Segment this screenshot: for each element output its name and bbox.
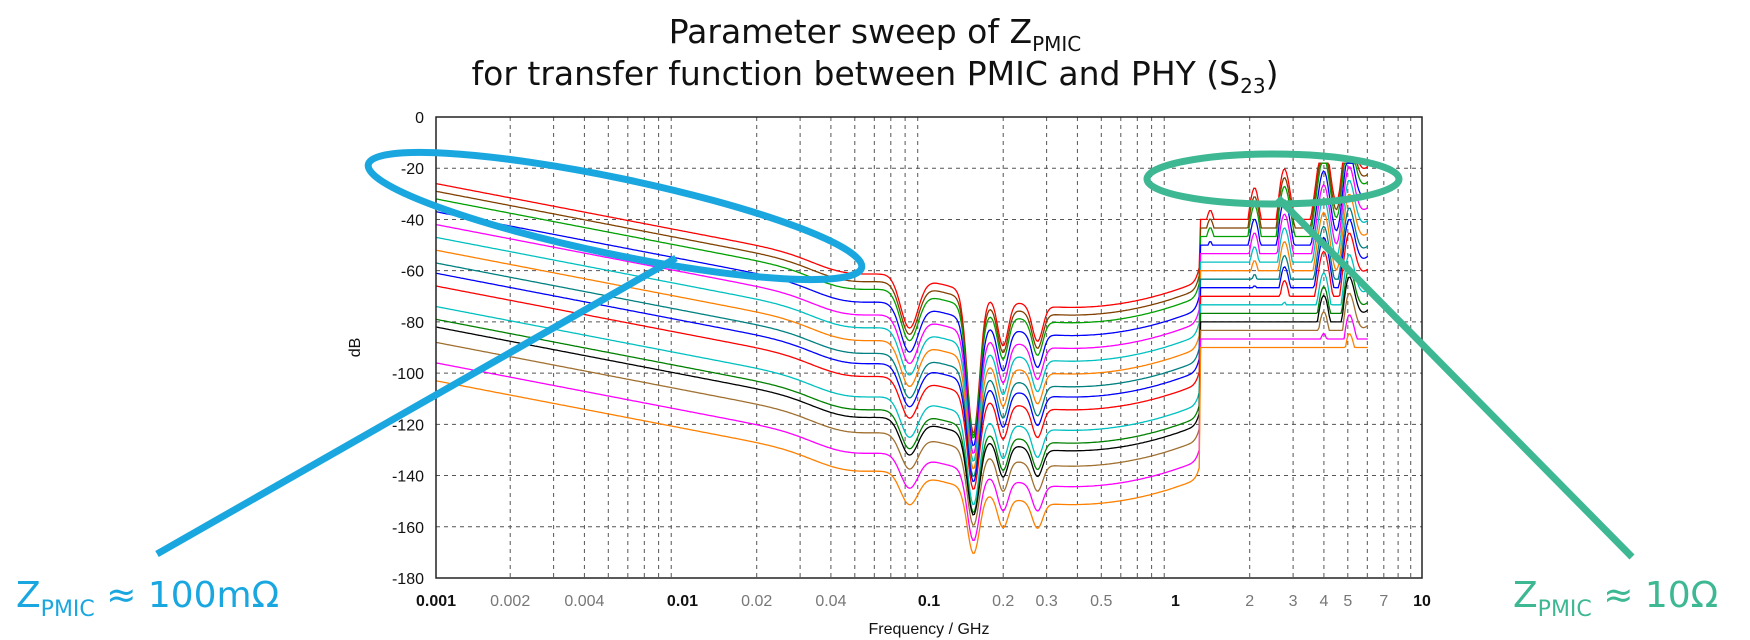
- x-tick-label-minor: 7: [1379, 593, 1388, 610]
- x-tick-label-minor: 0.02: [741, 593, 772, 610]
- series-line: [435, 267, 1369, 513]
- callout-ellipse-high: [1143, 150, 1403, 208]
- x-tick-label-minor: 3: [1289, 593, 1298, 610]
- series-line: [435, 232, 1369, 490]
- x-tick-label-minor: 4: [1319, 593, 1328, 610]
- callout-group: [155, 148, 1635, 560]
- series-line: [435, 333, 1368, 555]
- x-axis-label: Frequency / GHz: [869, 621, 990, 638]
- series-line: [435, 254, 1369, 506]
- annotation-low-impedance: ZPMIC ≈ 100mΩ: [16, 575, 280, 622]
- grid: [436, 117, 1422, 578]
- series-line: [435, 207, 1369, 478]
- y-tick-label: -160: [392, 520, 424, 537]
- tick-labels: 0 -20 -40 -60 -80 -100 -120 -140 -160 -180 0.001 0.…: [392, 110, 1431, 610]
- series-line: [435, 162, 1369, 439]
- x-tick-label-major: 1: [1171, 593, 1180, 610]
- y-tick-label: -40: [401, 212, 424, 229]
- y-tick-label: -80: [401, 315, 424, 332]
- x-tick-label-minor: 0.04: [815, 593, 846, 610]
- x-tick-label-major: 0.1: [918, 593, 940, 610]
- x-tick-label-major: 10: [1413, 593, 1431, 610]
- y-tick-label: -140: [392, 469, 424, 486]
- callout-line-high: [1275, 195, 1635, 560]
- x-tick-label-minor: 5: [1343, 593, 1352, 610]
- series-line: [435, 180, 1369, 462]
- y-tick-label: -120: [392, 417, 424, 434]
- x-tick-label-minor: 0.3: [1035, 593, 1057, 610]
- annotation-high-impedance: ZPMIC ≈ 10Ω: [1513, 575, 1719, 622]
- series-line: [435, 292, 1369, 526]
- x-tick-label-major: 0.01: [667, 593, 698, 610]
- y-tick-label: -60: [401, 264, 424, 281]
- x-tick-label-minor: 0.002: [490, 593, 530, 610]
- series-group: [435, 162, 1369, 555]
- y-axis-label: dB: [347, 338, 364, 358]
- callout-line-low: [155, 254, 678, 558]
- series-line: [435, 276, 1369, 516]
- chart-subtitle: for transfer function between PMIC and P…: [471, 54, 1279, 98]
- y-tick-label: 0: [415, 110, 424, 127]
- callout-ellipse-low: [364, 148, 866, 284]
- series-line: [435, 162, 1369, 434]
- series-line: [435, 193, 1369, 470]
- series-line: [435, 166, 1369, 455]
- x-tick-label-minor: 0.5: [1090, 593, 1112, 610]
- series-line: [435, 162, 1369, 447]
- y-tick-label: -100: [392, 366, 424, 383]
- chart-title: Parameter sweep of ZPMIC: [668, 12, 1082, 56]
- x-tick-label-minor: 0.004: [564, 593, 604, 610]
- x-tick-label-minor: 0.2: [992, 593, 1014, 610]
- y-tick-label: -20: [401, 161, 424, 178]
- x-tick-label-minor: 2: [1245, 593, 1254, 610]
- x-tick-label-major: 0.001: [416, 593, 456, 610]
- y-tick-label: -180: [392, 571, 424, 588]
- series-line: [435, 162, 1369, 437]
- series-line: [435, 314, 1368, 542]
